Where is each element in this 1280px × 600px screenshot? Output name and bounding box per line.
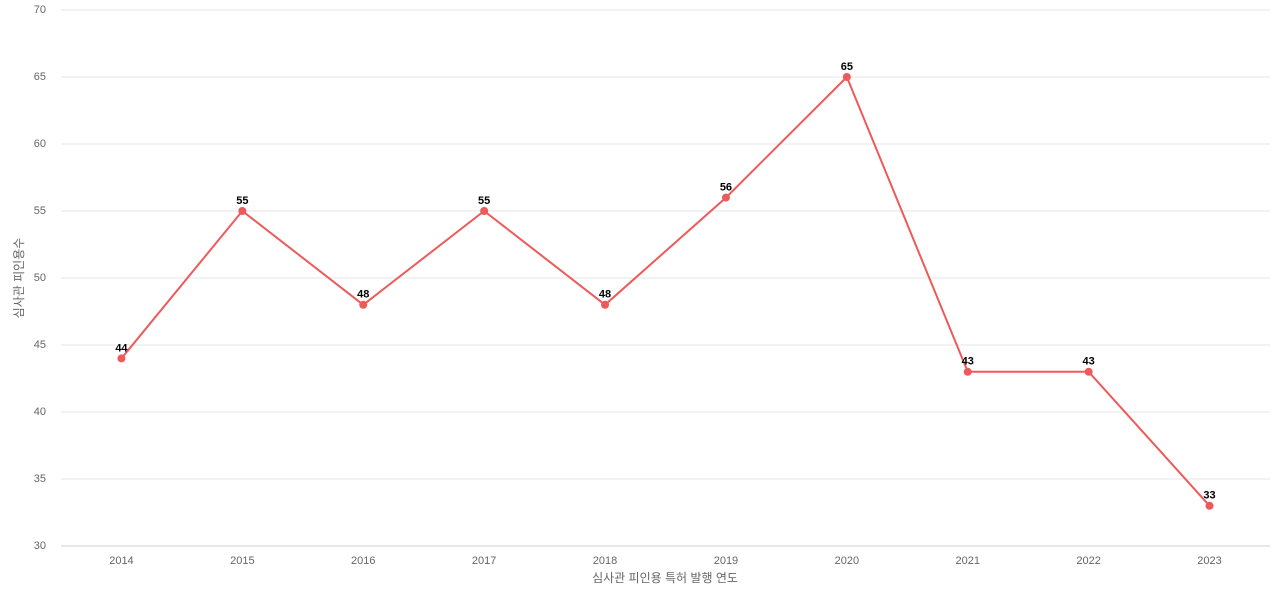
- value-label: 44: [115, 342, 128, 354]
- x-tick-label: 2022: [1076, 555, 1100, 567]
- point: [842, 73, 851, 81]
- value-label: 43: [962, 356, 974, 368]
- x-tick-label: 2017: [472, 555, 496, 567]
- point: [1084, 367, 1093, 376]
- value-label: 43: [1083, 356, 1095, 368]
- value-label: 48: [357, 289, 369, 301]
- y-tick-label: 55: [34, 205, 46, 217]
- y-tick-label: 45: [34, 339, 46, 351]
- value-label: 55: [478, 195, 490, 207]
- line: [120, 75, 1211, 507]
- y-tick-label: 30: [34, 540, 46, 552]
- y-tick-label: 70: [34, 4, 46, 16]
- x-axis-label: 심사관 피인용 특허 발행 연도: [592, 570, 738, 585]
- value-label: 56: [720, 182, 732, 194]
- point: [480, 207, 489, 215]
- x-tick-label: 2019: [714, 555, 738, 567]
- point: [238, 207, 247, 215]
- point: [359, 300, 368, 309]
- x-tick-label: 2014: [109, 555, 133, 567]
- x-tick-label: 2020: [835, 555, 859, 567]
- y-tick-label: 40: [34, 406, 46, 418]
- y-axis-label: 심사관 피인용수: [12, 238, 26, 319]
- value-label: 33: [1203, 490, 1215, 502]
- point: [117, 354, 126, 363]
- point: [721, 193, 730, 202]
- point: [1205, 501, 1214, 510]
- y-tick-label: 60: [34, 138, 46, 150]
- x-tick-label: 2021: [956, 555, 980, 567]
- y-tick-label: 50: [34, 272, 46, 284]
- point: [963, 367, 972, 376]
- y-tick-label: 35: [34, 473, 46, 485]
- x-tick-label: 2018: [593, 555, 617, 567]
- value-label: 65: [841, 61, 853, 73]
- x-tick-label: 2015: [230, 555, 254, 567]
- point: [601, 300, 610, 309]
- value-label: 48: [599, 289, 611, 301]
- x-tick-label: 2016: [351, 555, 375, 567]
- value-label: 55: [236, 195, 248, 207]
- y-tick-label: 65: [34, 71, 46, 83]
- x-tick-label: 2023: [1197, 555, 1221, 567]
